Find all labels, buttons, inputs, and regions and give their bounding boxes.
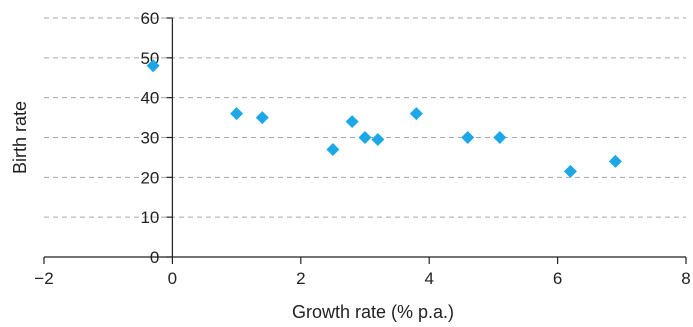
data-point	[345, 115, 359, 129]
x-tick-label: 8	[681, 269, 690, 288]
data-point	[326, 142, 340, 156]
y-axis-title: Birth rate	[10, 101, 30, 174]
x-tick-label: 4	[424, 269, 433, 288]
x-tick-label: 0	[168, 269, 177, 288]
data-point	[358, 131, 372, 144]
data-point	[409, 107, 423, 121]
y-tick-label: 30	[140, 129, 159, 148]
data-point	[230, 107, 244, 121]
y-tick-label: 40	[140, 89, 159, 108]
x-axis-title: Growth rate (% p.a.)	[292, 302, 454, 322]
data-point	[461, 131, 475, 144]
y-tick-label: 20	[140, 168, 159, 187]
data-point	[371, 132, 385, 146]
x-tick-label: −2	[34, 269, 53, 288]
y-tick-label: 60	[140, 9, 159, 28]
data-point	[608, 154, 622, 168]
grid-lines	[44, 17, 686, 218]
x-tick-label: 2	[296, 269, 305, 288]
x-tick-label: 6	[553, 269, 562, 288]
data-point	[563, 164, 577, 178]
data-points	[146, 59, 622, 178]
data-point	[493, 131, 507, 144]
data-point	[146, 59, 160, 73]
y-tick-label: 10	[140, 208, 159, 227]
y-tick-label: 0	[150, 248, 159, 267]
data-point	[255, 111, 269, 125]
